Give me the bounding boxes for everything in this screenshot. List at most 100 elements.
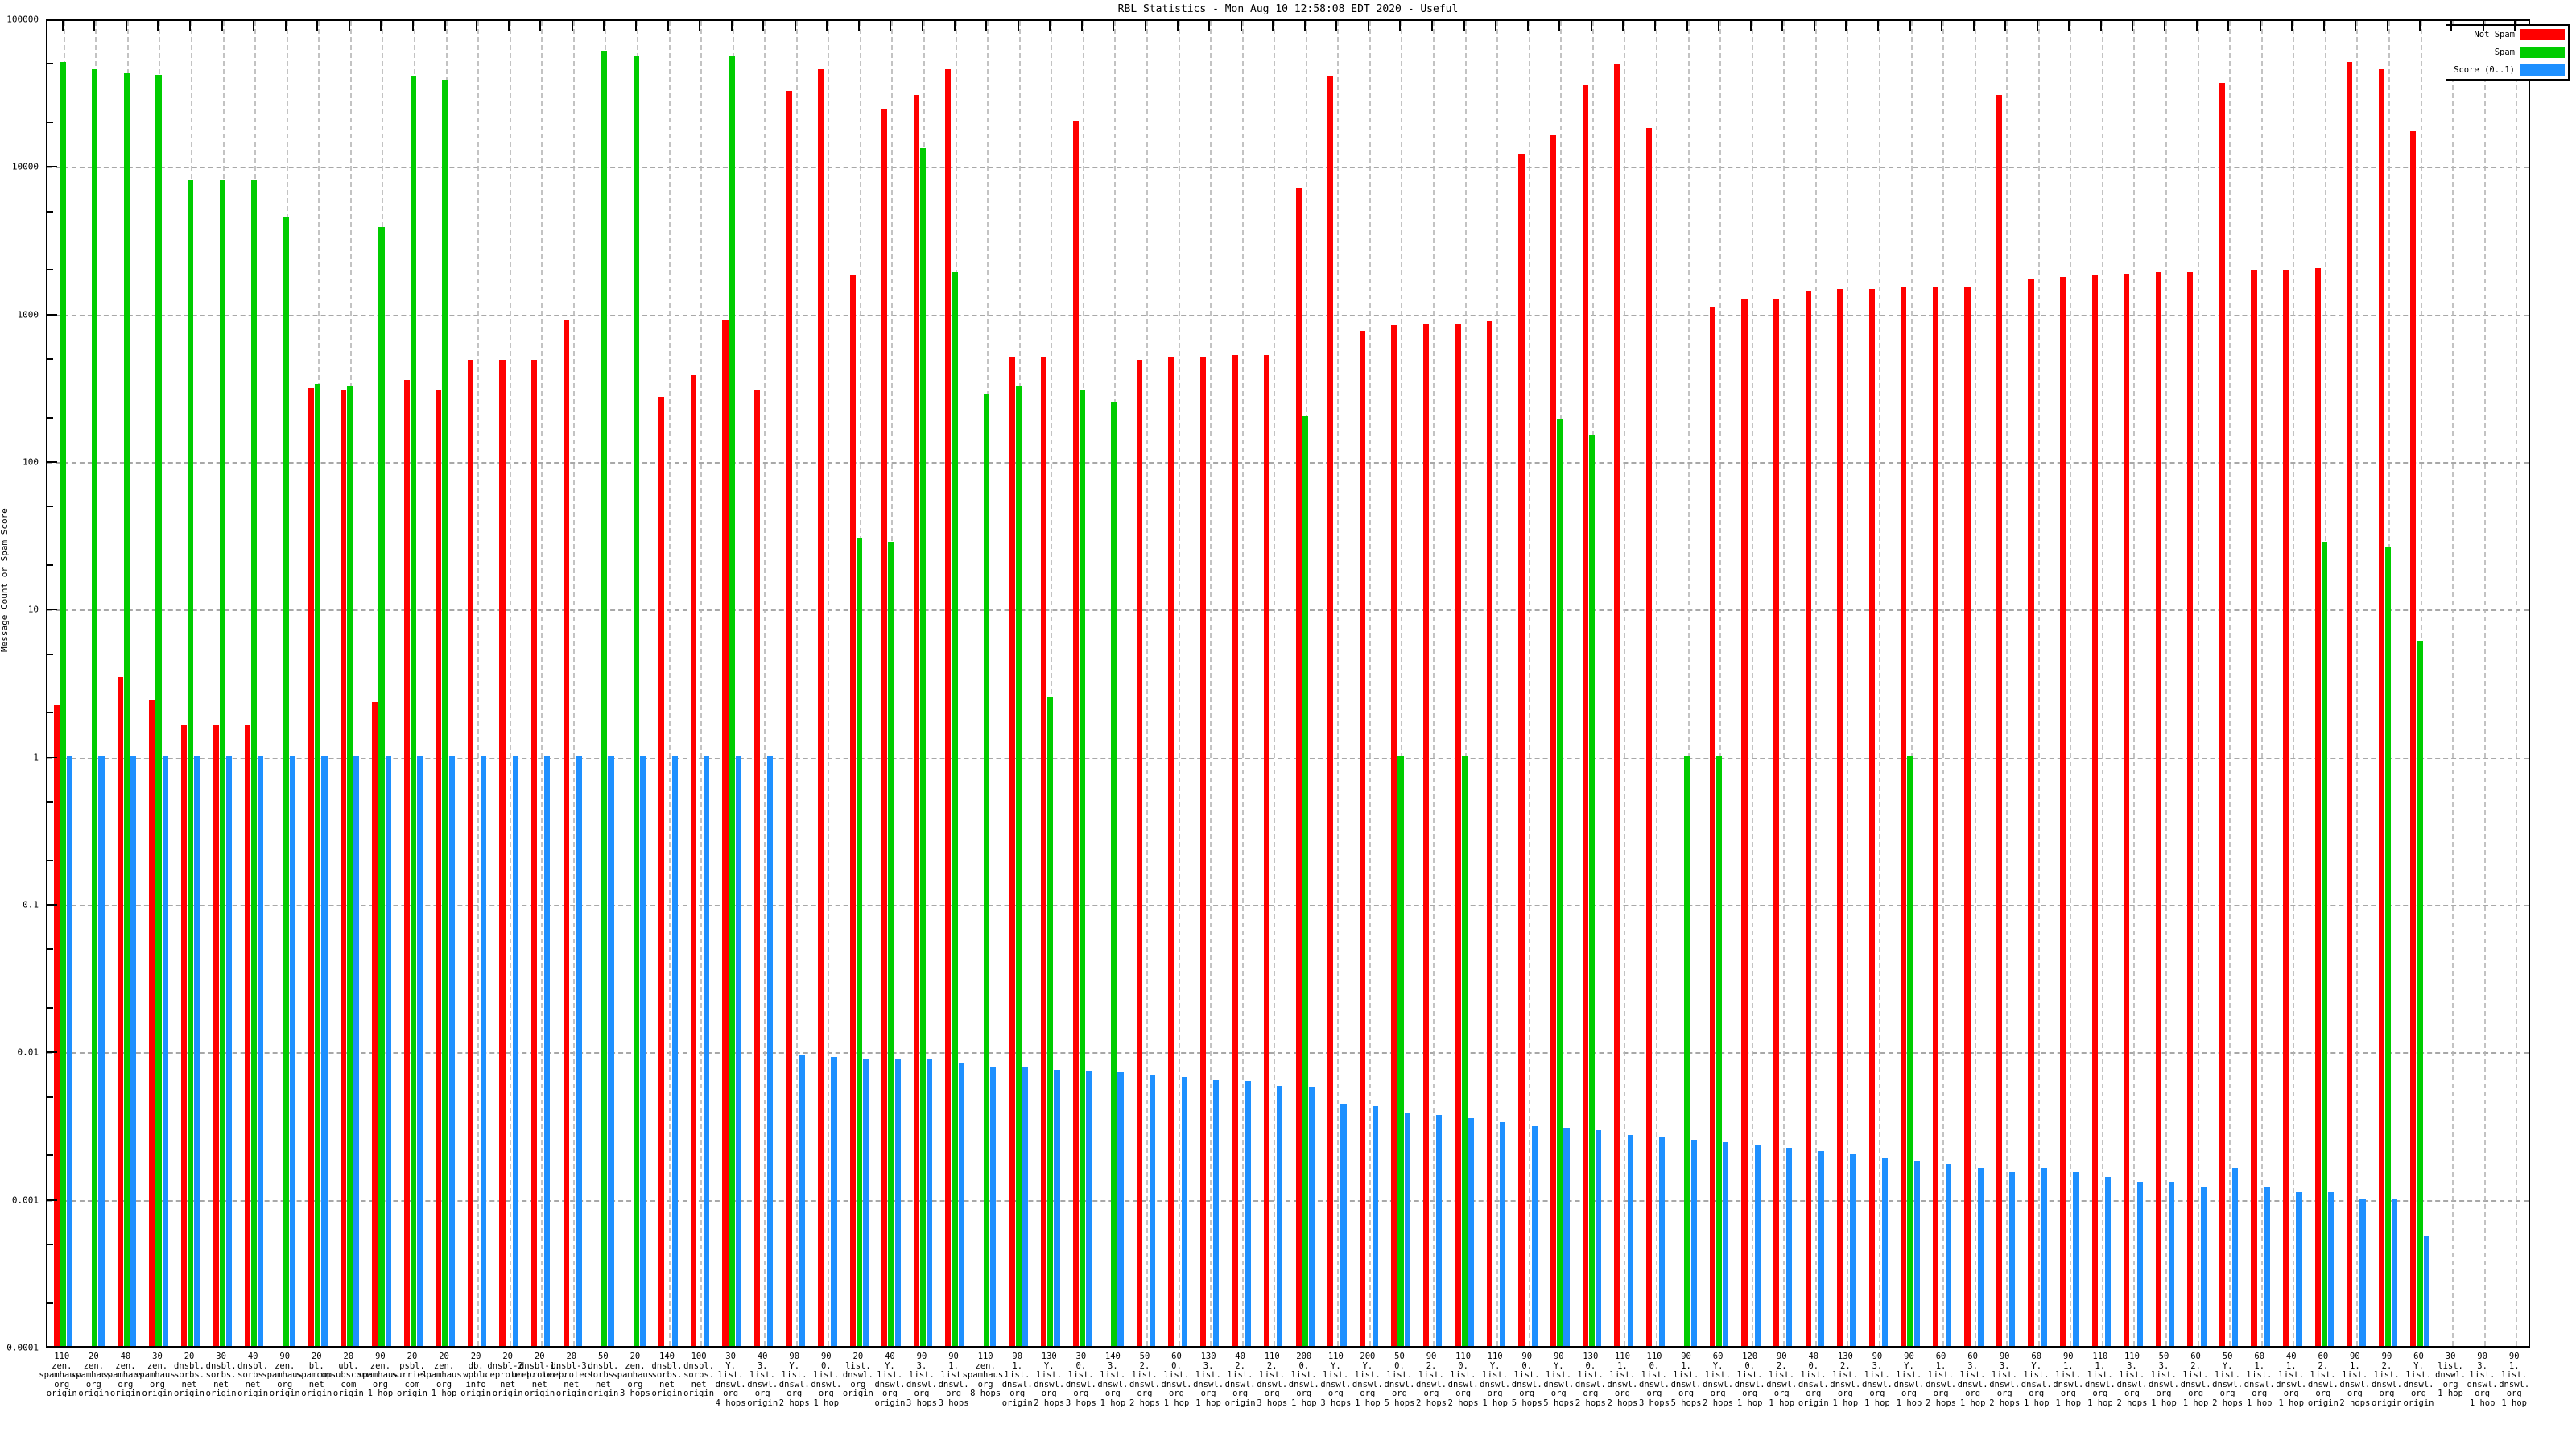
bar-group[interactable]: [2378, 21, 2399, 1346]
bar-score[interactable]: [1054, 1070, 1060, 1346]
bar-notspam[interactable]: [881, 109, 888, 1346]
bar-score[interactable]: [1245, 1081, 1251, 1346]
bar-group[interactable]: [2314, 21, 2335, 1346]
bar-group[interactable]: [213, 21, 233, 1346]
bar-group[interactable]: [818, 21, 838, 1346]
bar-notspam[interactable]: [308, 387, 315, 1346]
bar-score[interactable]: [990, 1067, 997, 1346]
bar-group[interactable]: [945, 21, 965, 1346]
bar-group[interactable]: [1422, 21, 1443, 1346]
bar-group[interactable]: [1837, 21, 1857, 1346]
bar-score[interactable]: [225, 755, 232, 1346]
bar-group[interactable]: [1518, 21, 1538, 1346]
bar-spam[interactable]: [729, 56, 735, 1346]
bar-notspam[interactable]: [1964, 287, 1971, 1346]
bar-group[interactable]: [1868, 21, 1889, 1346]
bar-score[interactable]: [608, 755, 614, 1346]
bar-notspam[interactable]: [1009, 357, 1015, 1346]
bar-group[interactable]: [1359, 21, 1380, 1346]
bar-group[interactable]: [1901, 21, 1921, 1346]
bar-score[interactable]: [2423, 1236, 2429, 1346]
bar-notspam[interactable]: [530, 360, 538, 1346]
bar-notspam[interactable]: [1168, 357, 1174, 1346]
bar-score[interactable]: [448, 755, 455, 1346]
bar-score[interactable]: [640, 755, 646, 1346]
bar-score[interactable]: [353, 755, 360, 1346]
bar-score[interactable]: [1531, 1125, 1538, 1346]
bar-spam[interactable]: [1588, 434, 1595, 1346]
bar-score[interactable]: [2041, 1168, 2047, 1346]
bar-score[interactable]: [162, 755, 168, 1346]
bar-notspam[interactable]: [1932, 287, 1938, 1346]
bar-group[interactable]: [977, 21, 997, 1346]
bar-spam[interactable]: [1557, 419, 1563, 1346]
bar-score[interactable]: [2264, 1187, 2270, 1346]
bar-group[interactable]: [244, 21, 265, 1346]
bar-notspam[interactable]: [1741, 298, 1748, 1346]
bar-notspam[interactable]: [436, 390, 442, 1346]
bar-group[interactable]: [2187, 21, 2207, 1346]
bar-group[interactable]: [1741, 21, 1761, 1346]
bar-score[interactable]: [2200, 1187, 2207, 1346]
bar-notspam[interactable]: [913, 94, 919, 1346]
bar-notspam[interactable]: [372, 702, 378, 1346]
bar-group[interactable]: [753, 21, 774, 1346]
bar-group[interactable]: [467, 21, 488, 1346]
bar-notspam[interactable]: [467, 360, 474, 1346]
bar-score[interactable]: [1181, 1077, 1187, 1346]
bar-notspam[interactable]: [1136, 360, 1142, 1346]
bar-score[interactable]: [1690, 1139, 1697, 1346]
bar-score[interactable]: [767, 755, 774, 1346]
bar-group[interactable]: [2028, 21, 2048, 1346]
bar-score[interactable]: [1436, 1114, 1443, 1346]
bar-notspam[interactable]: [117, 677, 123, 1346]
bar-spam[interactable]: [952, 271, 958, 1346]
bar-group[interactable]: [53, 21, 74, 1346]
bar-score[interactable]: [1022, 1067, 1028, 1346]
bar-notspam[interactable]: [849, 275, 856, 1346]
bar-score[interactable]: [1882, 1157, 1889, 1346]
bar-score[interactable]: [735, 755, 741, 1346]
bar-score[interactable]: [1500, 1121, 1506, 1346]
bar-notspam[interactable]: [1359, 330, 1365, 1346]
bar-group[interactable]: [1645, 21, 1666, 1346]
bar-notspam[interactable]: [1072, 121, 1079, 1346]
bar-score[interactable]: [2009, 1172, 2016, 1346]
bar-notspam[interactable]: [1582, 85, 1588, 1346]
bar-score[interactable]: [1723, 1141, 1729, 1346]
bar-spam[interactable]: [1907, 755, 1913, 1346]
bar-group[interactable]: [627, 21, 647, 1346]
bar-group[interactable]: [658, 21, 679, 1346]
bar-score[interactable]: [385, 755, 391, 1346]
bar-group[interactable]: [2251, 21, 2271, 1346]
bar-group[interactable]: [1805, 21, 1826, 1346]
bar-notspam[interactable]: [2283, 270, 2289, 1346]
bar-score[interactable]: [2296, 1192, 2302, 1346]
bar-group[interactable]: [1072, 21, 1093, 1346]
bar-spam[interactable]: [1015, 386, 1022, 1346]
bar-score[interactable]: [1340, 1103, 1347, 1346]
bar-spam[interactable]: [60, 62, 66, 1346]
bar-spam[interactable]: [2384, 547, 2392, 1346]
bar-group[interactable]: [436, 21, 456, 1346]
bar-score[interactable]: [1085, 1071, 1092, 1346]
bar-spam[interactable]: [633, 56, 639, 1346]
bar-group[interactable]: [1327, 21, 1348, 1346]
bar-group[interactable]: [1104, 21, 1125, 1346]
bar-group[interactable]: [403, 21, 424, 1346]
bar-notspam[interactable]: [180, 725, 187, 1346]
bar-score[interactable]: [66, 755, 73, 1346]
bar-notspam[interactable]: [1455, 323, 1461, 1346]
bar-notspam[interactable]: [1199, 357, 1206, 1346]
bar-spam[interactable]: [155, 75, 162, 1346]
bar-group[interactable]: [2347, 21, 2367, 1346]
bar-notspam[interactable]: [213, 725, 219, 1346]
bar-score[interactable]: [1277, 1085, 1283, 1346]
bar-group[interactable]: [499, 21, 519, 1346]
bar-score[interactable]: [1117, 1071, 1124, 1346]
bar-notspam[interactable]: [2060, 277, 2066, 1346]
bar-spam[interactable]: [1111, 402, 1117, 1346]
bar-notspam[interactable]: [2028, 279, 2034, 1346]
bar-notspam[interactable]: [53, 704, 60, 1346]
bar-notspam[interactable]: [1868, 289, 1875, 1346]
